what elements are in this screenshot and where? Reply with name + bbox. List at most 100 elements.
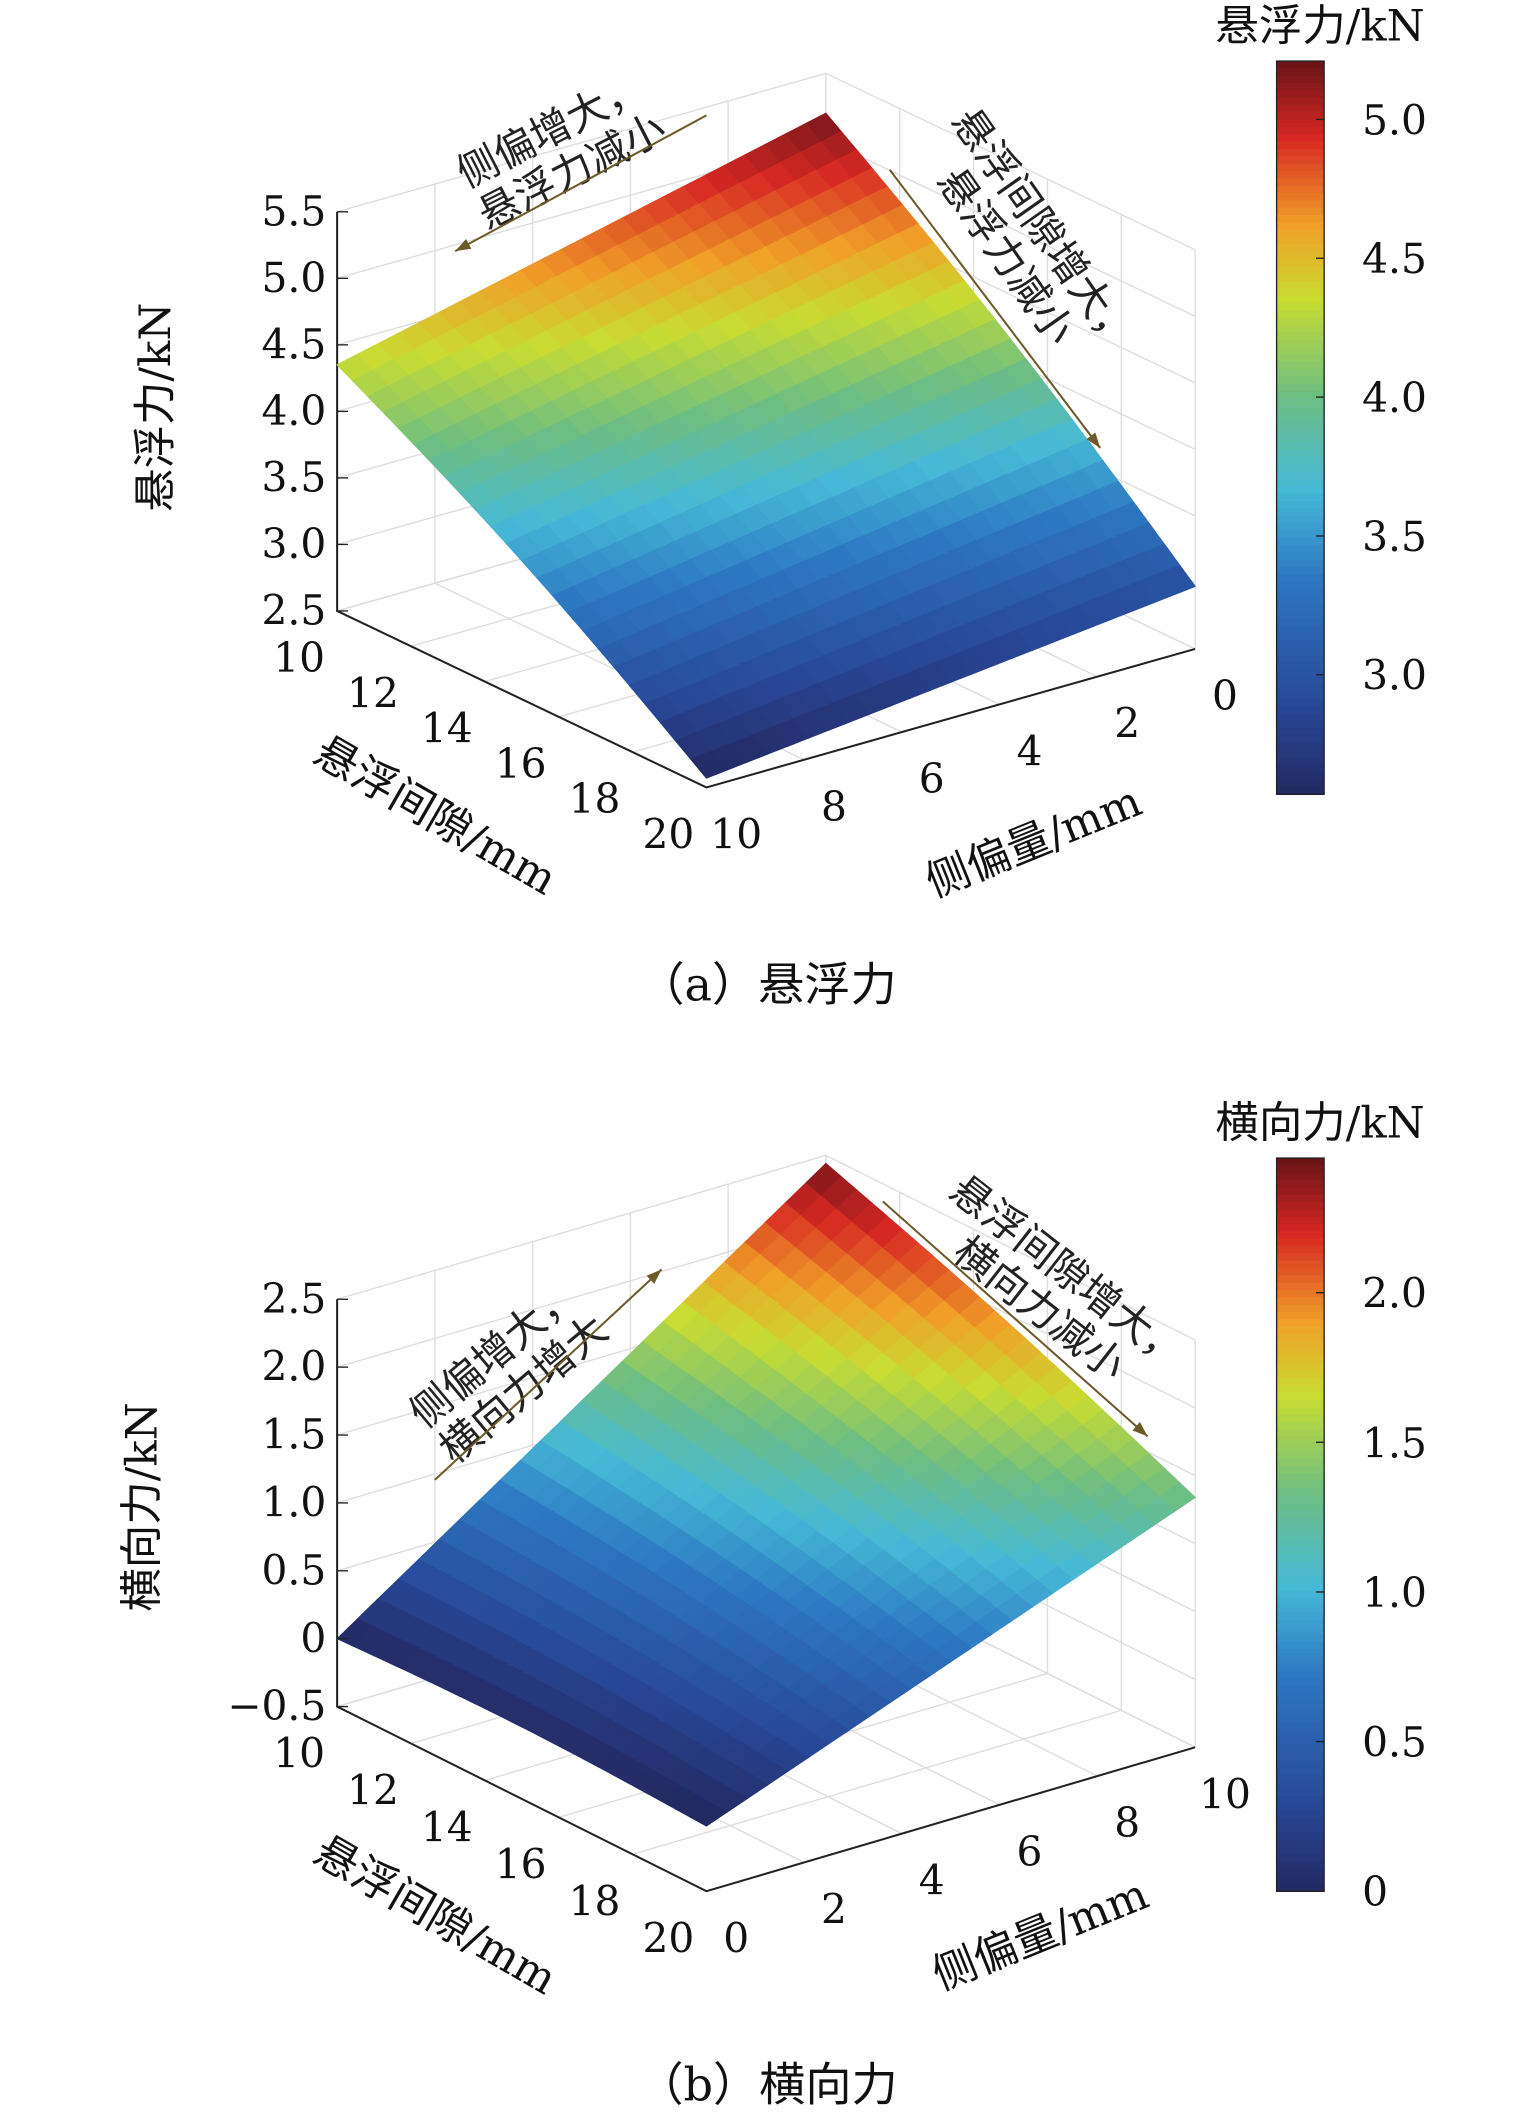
colorbar-segment xyxy=(1276,1429,1325,1438)
colorbar-segment xyxy=(1276,596,1325,605)
colorbar-segment xyxy=(1276,625,1325,634)
colorbar-segment xyxy=(1276,1583,1325,1592)
colorbar-segment xyxy=(1276,310,1325,319)
colorbar-segment xyxy=(1276,1304,1325,1313)
y-tick-label: 4 xyxy=(919,1857,945,1905)
colorbar-segment xyxy=(1276,339,1325,348)
colorbar-segment xyxy=(1276,1517,1325,1526)
colorbar-segment xyxy=(1276,456,1325,466)
z-tick-label: 3.0 xyxy=(261,520,326,568)
colorbar-segment xyxy=(1276,251,1325,260)
x-tick-label: 20 xyxy=(642,1914,694,1962)
colorbar-tick-label: 1.5 xyxy=(1362,1419,1427,1467)
colorbar-segment xyxy=(1276,119,1325,128)
colorbar-border xyxy=(1275,1157,1325,1892)
colorbar-segment xyxy=(1276,266,1325,275)
y-tick-label: 2 xyxy=(1114,700,1140,748)
colorbar-segment xyxy=(1276,1524,1325,1533)
z-axis-label: 悬浮力/kN xyxy=(131,303,181,512)
colorbar-segment xyxy=(1276,574,1325,583)
colorbar-segment xyxy=(1276,332,1325,341)
colorbar-segment xyxy=(1276,61,1325,70)
colorbar-segment xyxy=(1276,229,1325,238)
colorbar-segment xyxy=(1276,171,1325,180)
colorbar-segment xyxy=(1276,259,1325,268)
z-tick-label: −0.5 xyxy=(227,1682,326,1730)
colorbar-segment xyxy=(1276,1451,1325,1460)
colorbar-segment xyxy=(1276,75,1325,84)
colorbar-segment xyxy=(1276,1246,1325,1255)
colorbar-segment xyxy=(1276,1590,1325,1599)
colorbar-segment xyxy=(1276,1795,1325,1805)
colorbar-segment xyxy=(1276,347,1325,356)
colorbar-segment xyxy=(1276,720,1325,730)
colorbar-segment xyxy=(1276,508,1325,517)
colorbar-segment xyxy=(1276,1319,1325,1328)
y-tick-label: 10 xyxy=(1199,1770,1251,1818)
colorbar-tick-label: 3.5 xyxy=(1362,513,1427,561)
colorbar-segment xyxy=(1276,588,1325,598)
colorbar-segment xyxy=(1276,1825,1325,1834)
colorbar-segment xyxy=(1276,1766,1325,1775)
colorbar-segment xyxy=(1276,376,1325,385)
colorbar-segment xyxy=(1276,1297,1325,1306)
z-tick-label: 1.5 xyxy=(261,1411,326,1459)
grid-line xyxy=(336,1154,1196,1341)
colorbar-segment xyxy=(1276,728,1325,737)
colorbar-segment xyxy=(1276,90,1325,99)
colorbar-segment xyxy=(1276,1715,1325,1724)
colorbar-segment xyxy=(1276,354,1325,363)
z-tick-label: 2.0 xyxy=(261,1343,326,1391)
colorbar-segment xyxy=(1276,1282,1325,1291)
colorbar-segment xyxy=(1276,1568,1325,1577)
colorbar-segment xyxy=(1276,163,1325,172)
colorbar-segment xyxy=(1276,1407,1325,1416)
colorbar-segment xyxy=(1276,383,1325,392)
colorbar-segment xyxy=(1276,1326,1325,1335)
colorbar-segment xyxy=(1276,1634,1325,1643)
colorbar-tick-label: 0.5 xyxy=(1362,1719,1427,1767)
colorbar-segment xyxy=(1276,1202,1325,1211)
colorbar-segment xyxy=(1276,412,1325,422)
colorbar-segment xyxy=(1276,1759,1325,1768)
colorbar-segment xyxy=(1276,1773,1325,1783)
colorbar-segment xyxy=(1276,742,1325,752)
z-tick-label: 2.5 xyxy=(261,1275,326,1323)
colorbar-segment xyxy=(1276,471,1325,480)
colorbar-segment xyxy=(1276,1707,1325,1717)
colorbar-segment xyxy=(1276,156,1325,165)
colorbar-title: 横向力/kN xyxy=(1215,1099,1424,1149)
colorbar-segment xyxy=(1276,68,1325,77)
colorbar-segment xyxy=(1276,1612,1325,1621)
colorbar-segment xyxy=(1276,552,1325,561)
colorbar-segment xyxy=(1276,1392,1325,1401)
colorbar-segment xyxy=(1276,1487,1325,1497)
colorbar-segment xyxy=(1276,684,1325,693)
colorbar-segment xyxy=(1276,750,1325,759)
annotation-arrow xyxy=(434,1268,663,1481)
colorbar-segment xyxy=(1276,1656,1325,1665)
colorbar-segment xyxy=(1276,1619,1325,1629)
colorbar-segment xyxy=(1276,449,1325,458)
colorbar-segment xyxy=(1276,1641,1325,1651)
colorbar-segment xyxy=(1276,1803,1325,1812)
colorbar-segment xyxy=(1276,325,1325,334)
colorbar-tick-label: 1.0 xyxy=(1362,1569,1427,1617)
colorbar-segment xyxy=(1276,1268,1325,1277)
colorbar-segment xyxy=(1276,1839,1325,1849)
colorbar-segment xyxy=(1276,442,1325,451)
x-tick-label: 12 xyxy=(347,1767,399,1815)
colorbar-segment xyxy=(1276,1312,1325,1321)
colorbar-segment xyxy=(1276,1509,1325,1519)
colorbar-segment xyxy=(1276,1678,1325,1687)
colorbar-segment xyxy=(1276,1575,1325,1585)
grid-line xyxy=(632,1709,1122,1855)
colorbar-segment xyxy=(1276,610,1325,620)
colorbar-segment xyxy=(1276,178,1325,187)
colorbar-segment xyxy=(1276,1224,1325,1233)
colorbar-segment xyxy=(1276,654,1325,664)
colorbar-segment xyxy=(1276,500,1325,510)
annotation-arrow xyxy=(882,1200,1149,1438)
colorbar-segment xyxy=(1276,361,1325,370)
colorbar-title: 悬浮力/kN xyxy=(1215,2,1424,52)
